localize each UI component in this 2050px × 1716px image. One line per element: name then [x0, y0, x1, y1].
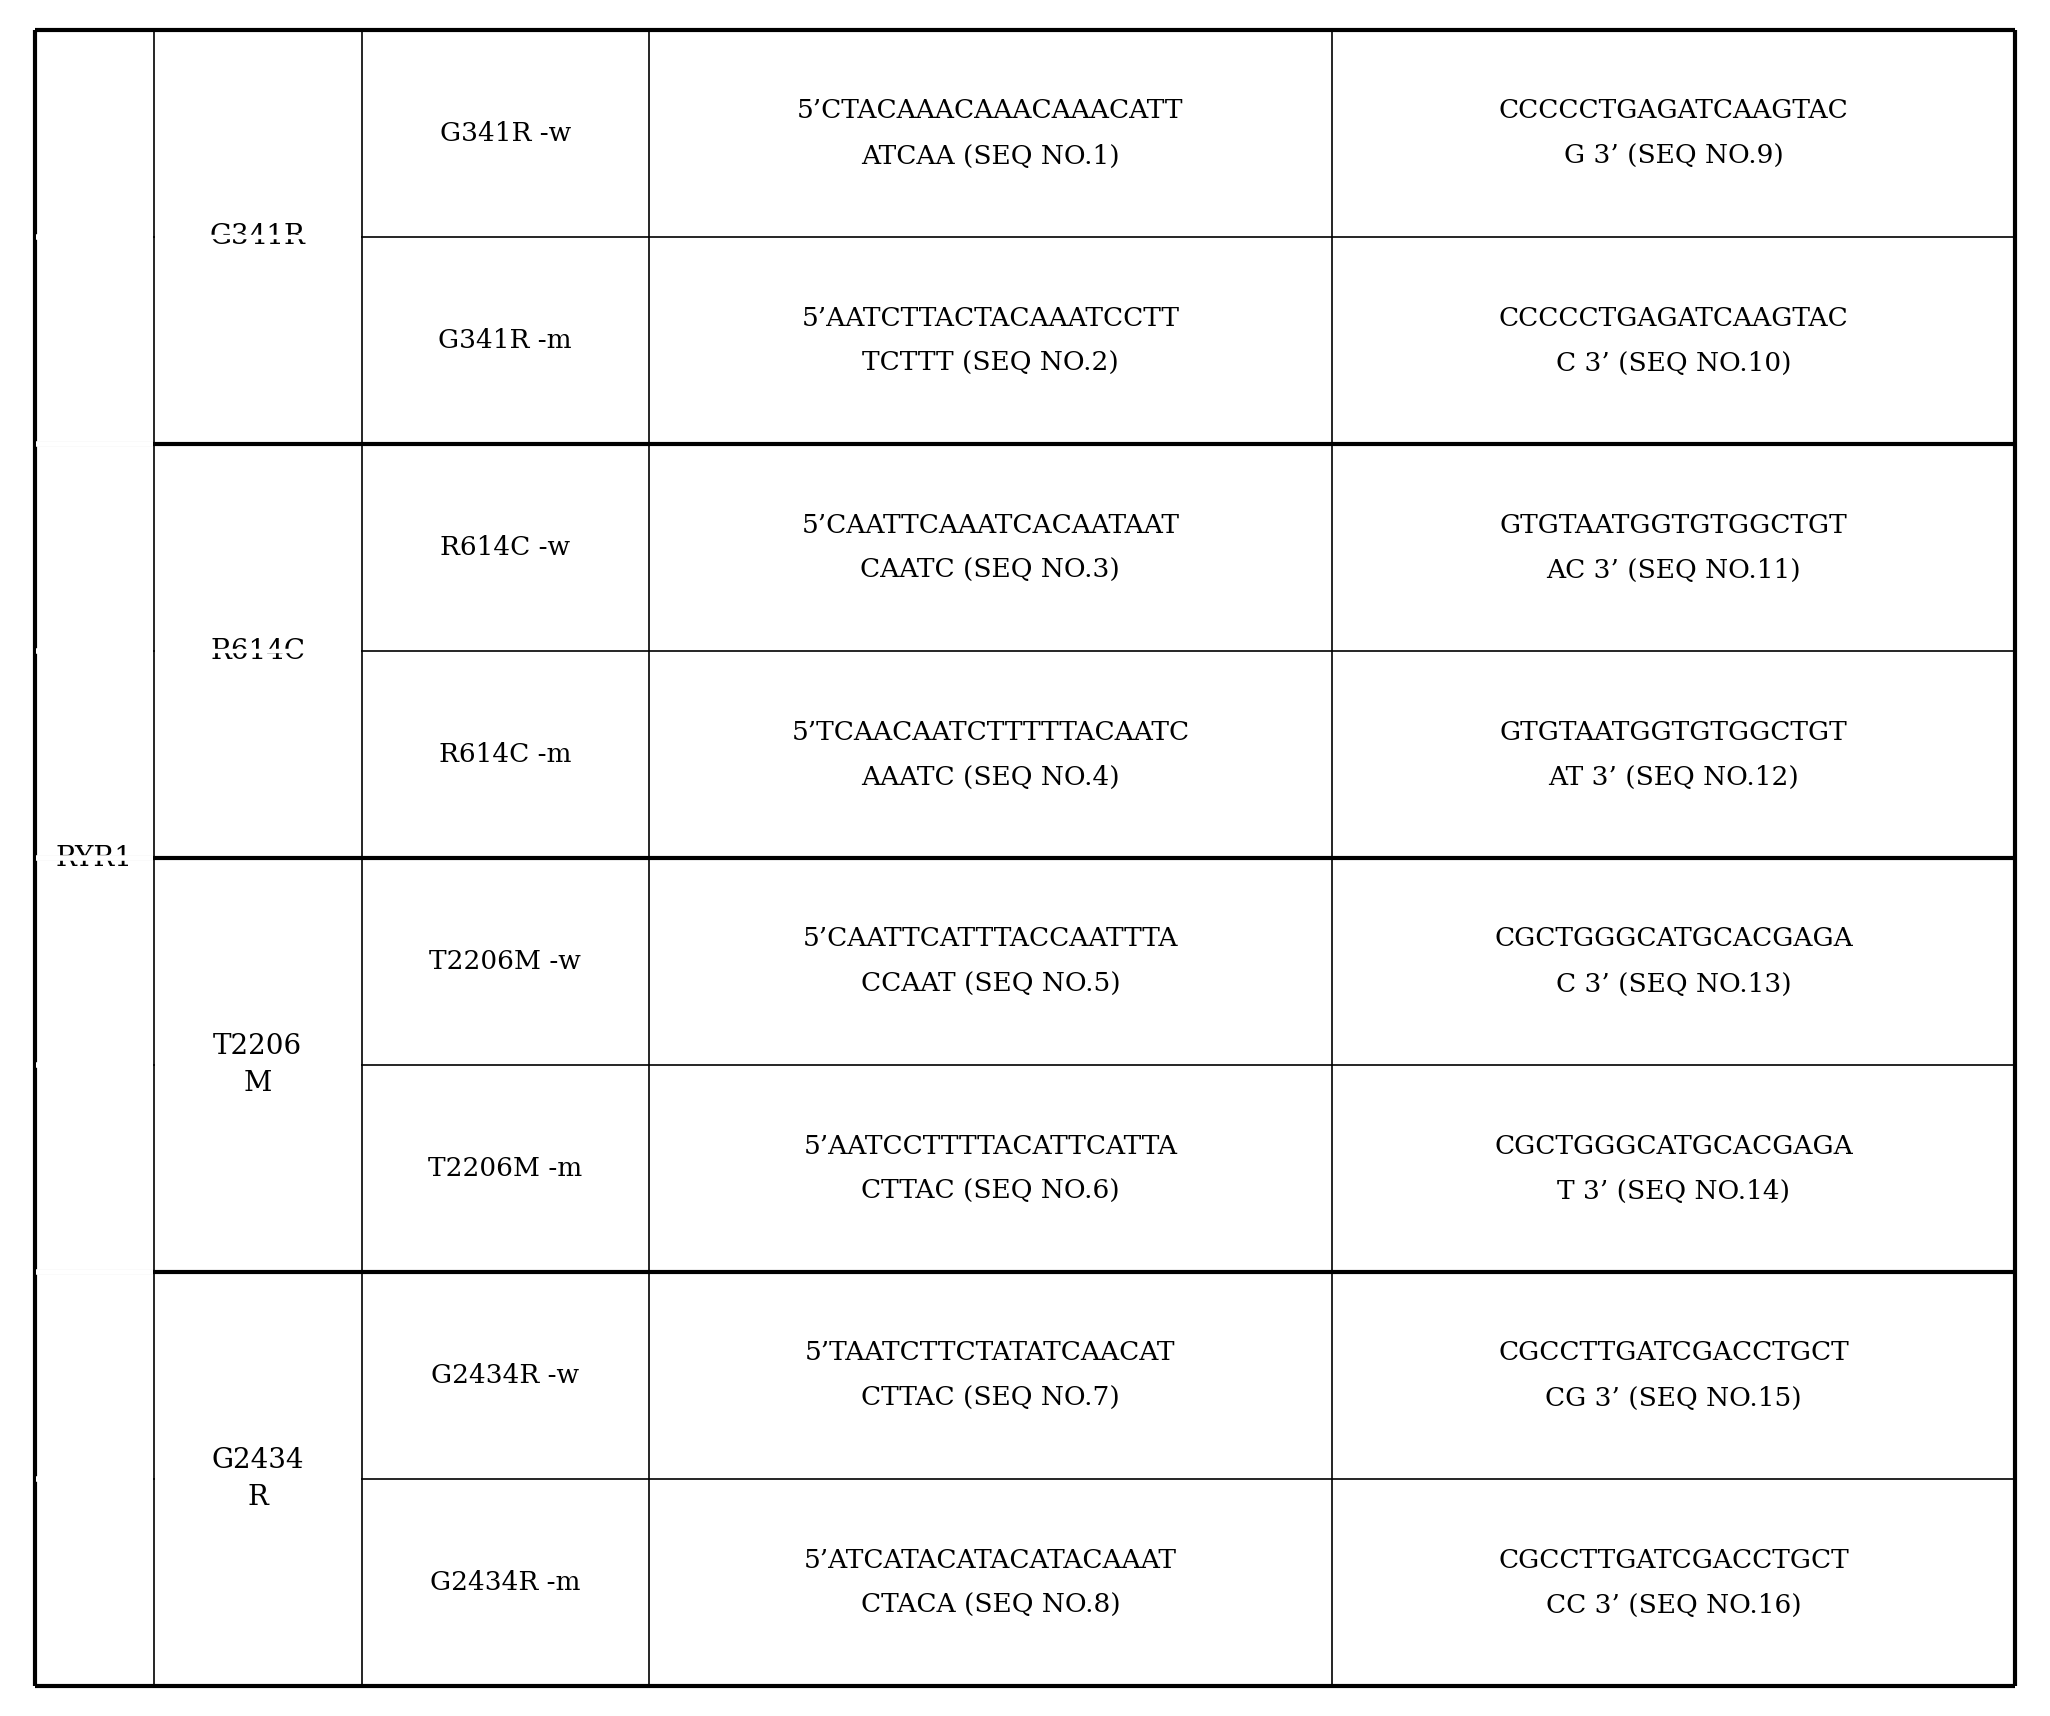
Text: CCCCCTGAGATCAAGTAC
G 3’ (SEQ NO.9): CCCCCTGAGATCAAGTAC G 3’ (SEQ NO.9): [1499, 98, 1849, 168]
Text: CGCTGGGCATGCACGAGA
T 3’ (SEQ NO.14): CGCTGGGCATGCACGAGA T 3’ (SEQ NO.14): [1494, 1134, 1853, 1203]
Text: R614C: R614C: [211, 638, 305, 664]
Text: G2434
R: G2434 R: [211, 1447, 303, 1512]
Text: 5’ATCATACATACATACAAAT
CTACA (SEQ NO.8): 5’ATCATACATACATACAAAT CTACA (SEQ NO.8): [804, 1548, 1177, 1618]
Text: R614C -w: R614C -w: [441, 535, 570, 559]
Text: T2206
M: T2206 M: [213, 1033, 301, 1097]
Text: GTGTAATGGTGTGGCTGT
AC 3’ (SEQ NO.11): GTGTAATGGTGTGGCTGT AC 3’ (SEQ NO.11): [1499, 513, 1847, 582]
Text: T2206M -m: T2206M -m: [428, 1157, 582, 1181]
Text: RYR1: RYR1: [55, 844, 133, 872]
Text: G341R -m: G341R -m: [439, 328, 572, 353]
Text: R614C -m: R614C -m: [439, 741, 572, 767]
Text: G2434R -w: G2434R -w: [430, 1363, 580, 1388]
Text: 5’CAATTCATTTACCAATTTA
CCAAT (SEQ NO.5): 5’CAATTCATTTACCAATTTA CCAAT (SEQ NO.5): [804, 927, 1179, 997]
Text: 5’CTACAAACAAACAAACATT
ATCAA (SEQ NO.1): 5’CTACAAACAAACAAACATT ATCAA (SEQ NO.1): [797, 98, 1183, 168]
Text: CGCCTTGATCGACCTGCT
CG 3’ (SEQ NO.15): CGCCTTGATCGACCTGCT CG 3’ (SEQ NO.15): [1499, 1340, 1849, 1411]
Text: G341R -w: G341R -w: [439, 122, 570, 146]
Text: 5’AATCTTACTACAAATCCTT
TCTTT (SEQ NO.2): 5’AATCTTACTACAAATCCTT TCTTT (SEQ NO.2): [802, 305, 1179, 376]
Text: G2434R -m: G2434R -m: [430, 1570, 580, 1594]
Text: T2206M -w: T2206M -w: [428, 949, 582, 975]
Text: 5’TAATCTTCTATATCAACAT
CTTAC (SEQ NO.7): 5’TAATCTTCTATATCAACAT CTTAC (SEQ NO.7): [806, 1340, 1175, 1411]
Text: GTGTAATGGTGTGGCTGT
AT 3’ (SEQ NO.12): GTGTAATGGTGTGGCTGT AT 3’ (SEQ NO.12): [1499, 719, 1847, 789]
Text: 5’TCAACAATCTTTTTACAATC
AAATC (SEQ NO.4): 5’TCAACAATCTTTTTACAATC AAATC (SEQ NO.4): [791, 719, 1189, 789]
Text: CGCCTTGATCGACCTGCT
CC 3’ (SEQ NO.16): CGCCTTGATCGACCTGCT CC 3’ (SEQ NO.16): [1499, 1548, 1849, 1618]
Text: 5’AATCCTTTTACATTCATTA
CTTAC (SEQ NO.6): 5’AATCCTTTTACATTCATTA CTTAC (SEQ NO.6): [804, 1134, 1177, 1203]
Text: G341R: G341R: [209, 223, 305, 251]
Text: CGCTGGGCATGCACGAGA
C 3’ (SEQ NO.13): CGCTGGGCATGCACGAGA C 3’ (SEQ NO.13): [1494, 927, 1853, 997]
Text: CCCCCTGAGATCAAGTAC
C 3’ (SEQ NO.10): CCCCCTGAGATCAAGTAC C 3’ (SEQ NO.10): [1499, 305, 1849, 376]
Text: 5’CAATTCAAATCACAATAAT
CAATC (SEQ NO.3): 5’CAATTCAAATCACAATAAT CAATC (SEQ NO.3): [802, 513, 1179, 582]
